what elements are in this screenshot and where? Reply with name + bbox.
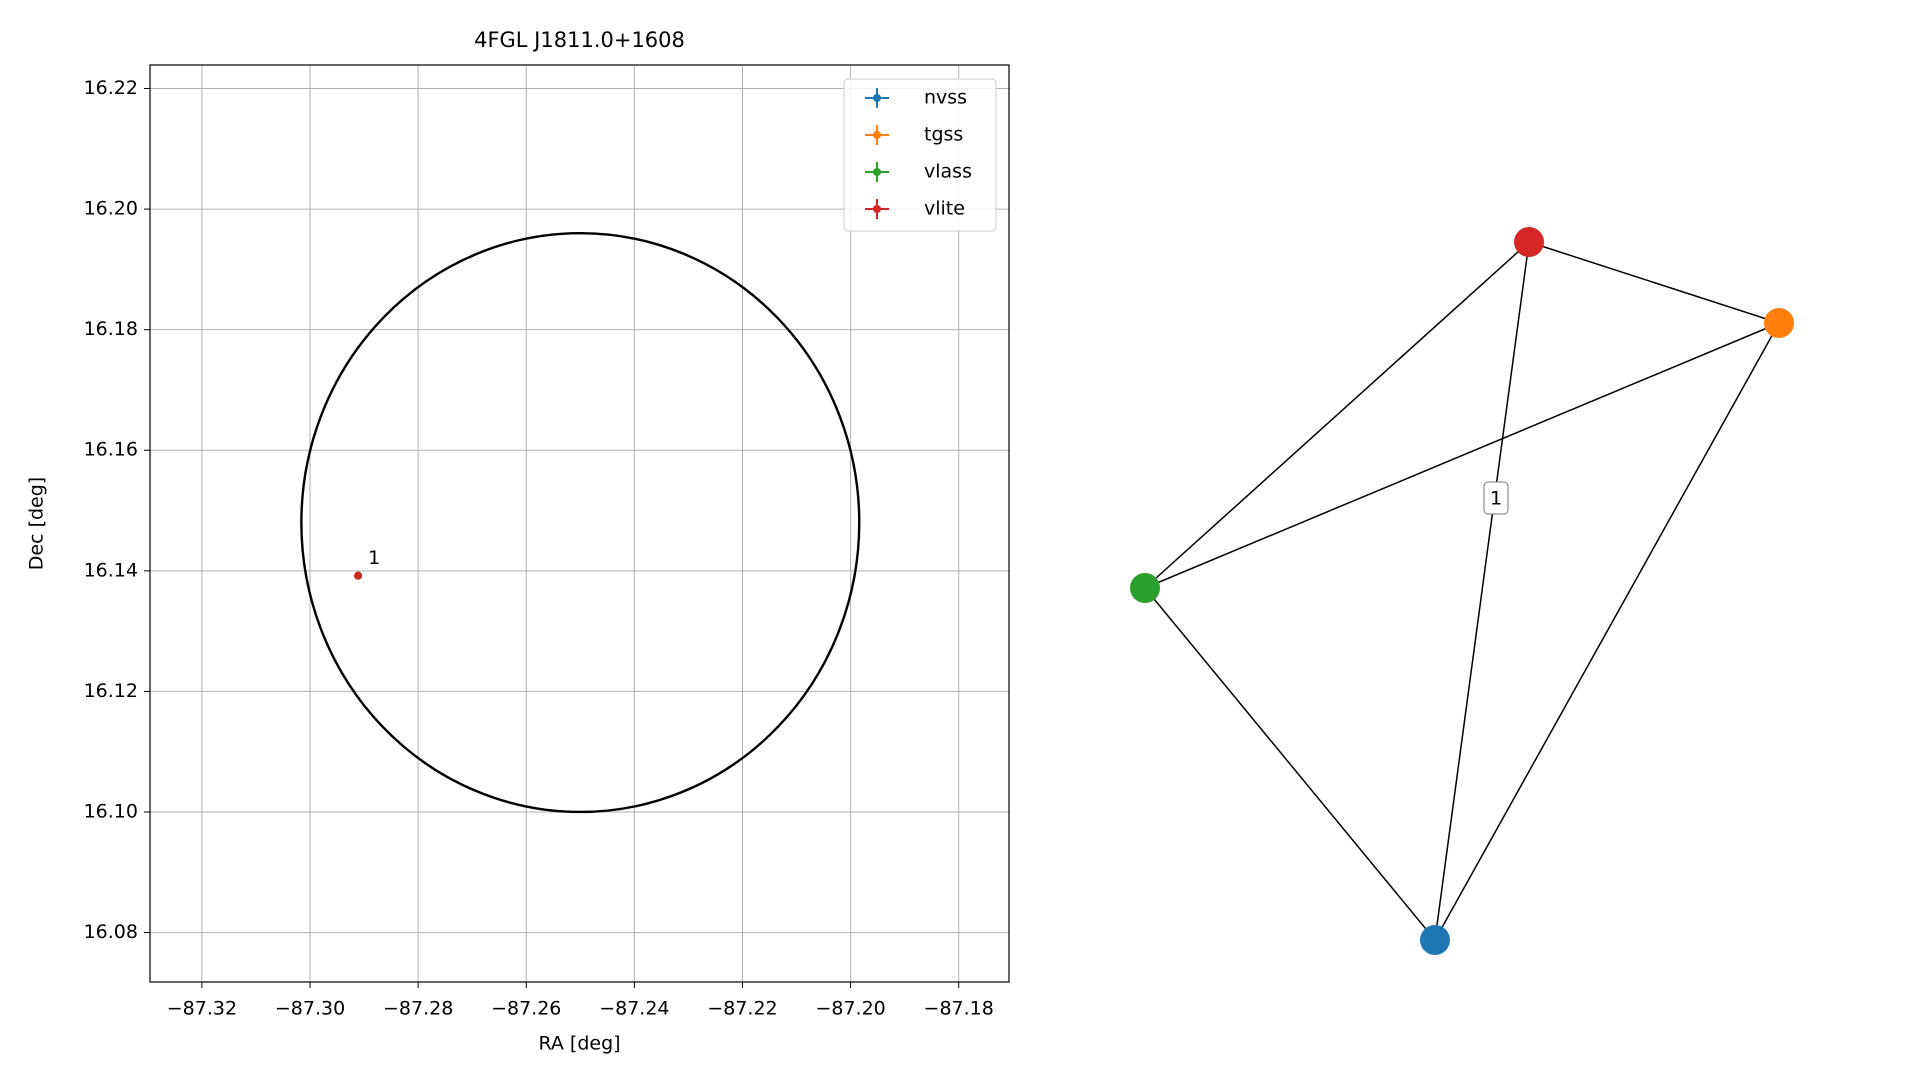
legend-label: vlass xyxy=(924,161,972,183)
legend-box xyxy=(843,78,997,232)
graph-edge xyxy=(1434,241,1530,941)
x-tick-label: −87.18 xyxy=(924,998,994,1020)
y-tick-label: 16.12 xyxy=(84,680,138,702)
edge-label-box xyxy=(1483,481,1509,515)
graph-edge xyxy=(1144,587,1436,941)
x-tick-label: −87.22 xyxy=(707,998,777,1020)
legend-marker xyxy=(873,205,881,213)
graph-node xyxy=(1764,308,1794,338)
y-tick-label: 16.22 xyxy=(84,77,138,99)
legend-marker xyxy=(873,131,881,139)
legend-label: tgss xyxy=(924,124,963,146)
legend-marker xyxy=(873,94,881,102)
x-tick-label: −87.20 xyxy=(815,998,885,1020)
y-tick-label: 16.08 xyxy=(84,921,138,943)
y-tick-label: 16.10 xyxy=(84,800,138,822)
chart-title: 4FGL J1811.0+1608 xyxy=(474,28,685,52)
error-region xyxy=(300,232,861,814)
x-tick-label: −87.26 xyxy=(491,998,561,1020)
x-tick-label: −87.28 xyxy=(383,998,453,1020)
graph-edge xyxy=(1144,322,1780,589)
graph-edge xyxy=(1528,241,1780,324)
y-tick-label: 16.14 xyxy=(84,559,138,581)
y-tick-label: 16.20 xyxy=(84,198,138,220)
x-tick-label: −87.30 xyxy=(275,998,345,1020)
y-axis-label: Dec [deg] xyxy=(26,477,48,570)
x-tick-label: −87.32 xyxy=(167,998,237,1020)
plot-frame xyxy=(149,64,1010,983)
graph-node xyxy=(1514,227,1544,257)
edge-label: 1 xyxy=(1490,488,1502,510)
y-tick-label: 16.18 xyxy=(84,318,138,340)
data-point xyxy=(354,571,363,580)
y-tick-label: 16.16 xyxy=(84,439,138,461)
graph-node xyxy=(1420,925,1450,955)
x-axis-label: RA [deg] xyxy=(538,1033,620,1055)
legend-label: nvss xyxy=(924,87,967,109)
graph-edge xyxy=(1434,322,1780,941)
legend-marker xyxy=(873,168,881,176)
annotation: 1 xyxy=(368,547,380,569)
graph-node xyxy=(1130,573,1160,603)
legend-label: vlite xyxy=(924,198,965,220)
x-tick-label: −87.24 xyxy=(599,998,669,1020)
graph-edge xyxy=(1144,241,1530,589)
